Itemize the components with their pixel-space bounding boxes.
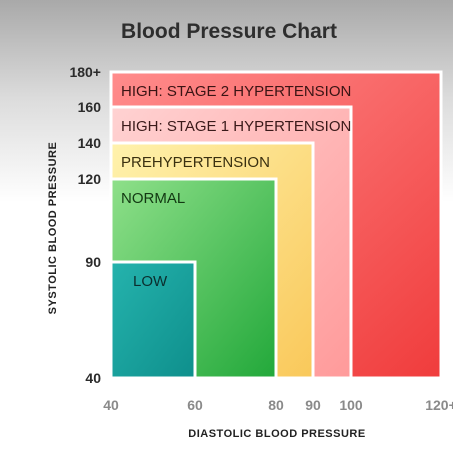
x-axis-ticks: 40 60 80 90 100 120+	[103, 397, 453, 413]
zone-label-normal: NORMAL	[121, 190, 185, 207]
zone-label-prehypertension: PREHYPERTENSION	[121, 154, 270, 171]
x-tick-label: 60	[187, 397, 203, 413]
y-tick-label: 120	[78, 171, 102, 187]
y-tick-label: 90	[85, 254, 101, 270]
y-tick-label: 160	[78, 99, 102, 115]
zones-layer: HIGH: STAGE 2 HYPERTENSION HIGH: STAGE 1 …	[109, 70, 443, 380]
x-tick-label: 120+	[425, 397, 453, 413]
y-axis-ticks: 40 90 120 140 160 180+	[69, 64, 101, 386]
zone-label-high-stage-1-hypertension: HIGH: STAGE 1 HYPERTENSION	[121, 118, 351, 135]
y-tick-label: 140	[78, 135, 102, 151]
chart-title: Blood Pressure Chart	[121, 20, 337, 43]
x-tick-label: 80	[268, 397, 284, 413]
zone-low	[109, 260, 197, 380]
zone-label-high-stage-2-hypertension: HIGH: STAGE 2 HYPERTENSION	[121, 83, 351, 100]
y-tick-label: 180+	[69, 64, 101, 80]
x-tick-label: 100	[339, 397, 363, 413]
x-tick-label: 90	[305, 397, 321, 413]
zone-label-low: LOW	[133, 273, 168, 290]
x-tick-label: 40	[103, 397, 119, 413]
y-tick-label: 40	[85, 370, 101, 386]
x-axis-label: DIASTOLIC BLOOD PRESSURE	[188, 428, 365, 440]
y-axis-label: SYSTOLIC BLOOD PRESSURE	[47, 142, 59, 315]
